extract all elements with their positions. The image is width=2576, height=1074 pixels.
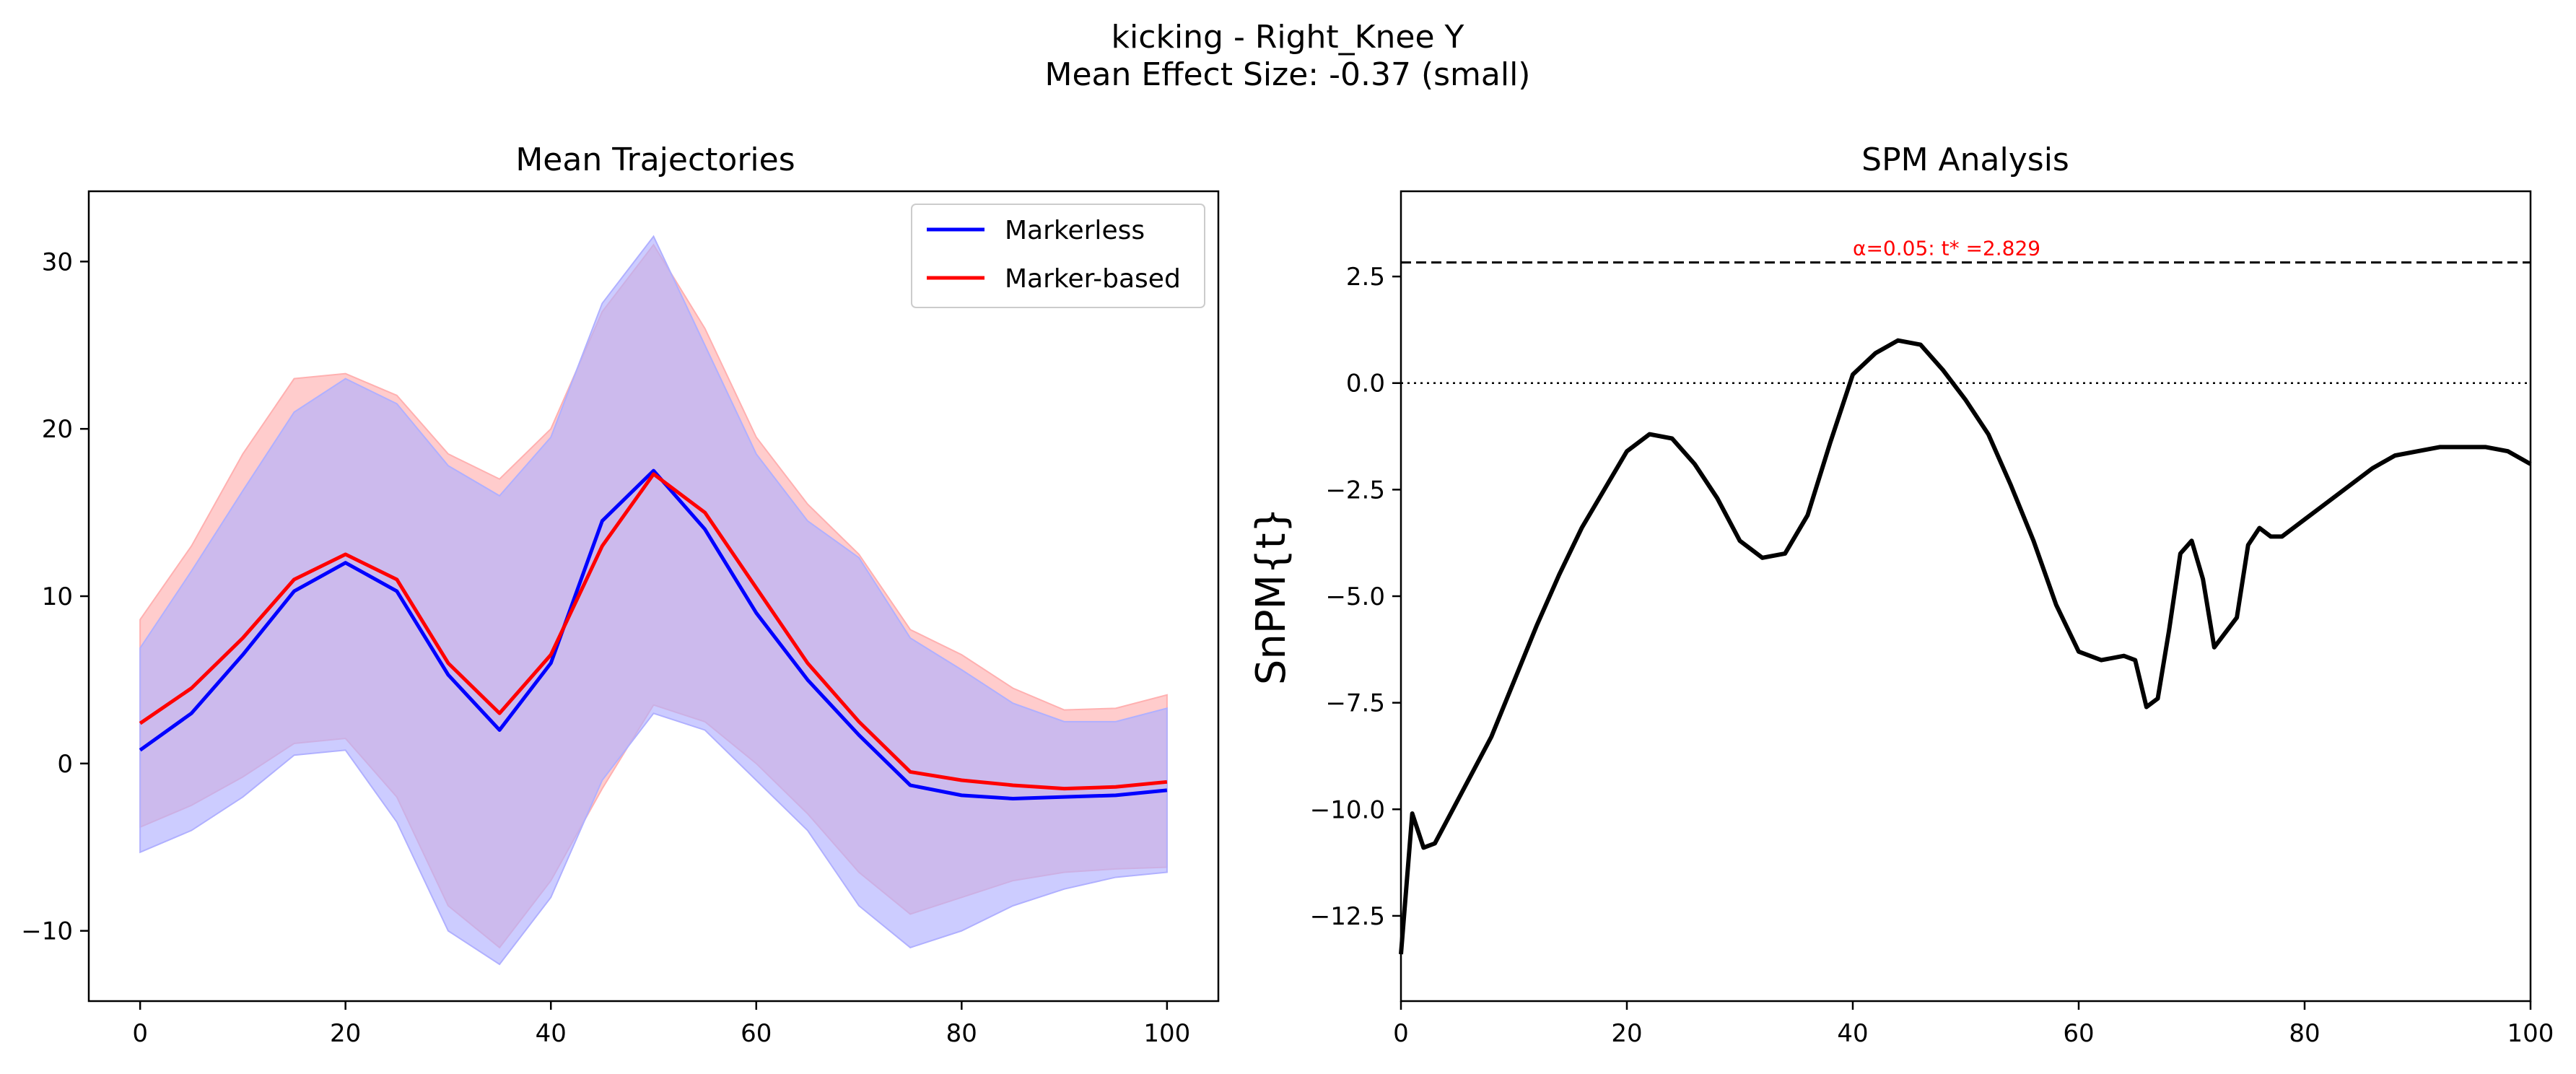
left-x-tick-label: 60 <box>741 1019 772 1048</box>
left-y-tick-label: −10 <box>21 917 73 946</box>
left-x-axis: 0 20 40 60 80 100 <box>132 1001 1190 1048</box>
left-y-tick-label: 30 <box>42 248 73 276</box>
left-series-lines <box>139 468 1168 800</box>
left-y-tick-label: 10 <box>42 582 73 611</box>
left-y-tick-label: 20 <box>42 415 73 444</box>
left-plot-title: Mean Trajectories <box>515 141 795 178</box>
legend-box <box>911 204 1205 308</box>
band-markerless <box>139 235 1168 966</box>
right-y-tick-label: −12.5 <box>1310 902 1385 931</box>
right-x-axis: 0 20 40 60 80 100 <box>1393 1001 2554 1048</box>
right-x-tick-label: 80 <box>2289 1019 2320 1048</box>
legend-label-marker-based: Marker-based <box>1005 264 1181 294</box>
right-y-tick-label: 0.0 <box>1346 370 1385 398</box>
spm-analysis-plot: SPM Analysis α=0.05: t* =2.829 0 20 40 60 80… <box>1248 141 2554 1048</box>
right-y-tick-label: −5.0 <box>1325 582 1385 611</box>
figure-title-line1: kicking - Right_Knee Y <box>1112 19 1464 56</box>
left-y-axis: −10 0 10 20 30 <box>21 248 89 946</box>
right-x-tick-label: 40 <box>1837 1019 1868 1048</box>
left-x-tick-label: 100 <box>1143 1019 1190 1048</box>
right-y-axis-label: SnPM{t} <box>1248 507 1295 685</box>
spm-line <box>1399 338 2532 955</box>
left-x-tick-label: 80 <box>946 1019 977 1048</box>
left-confidence-bands <box>139 235 1168 966</box>
mean-trajectories-plot: Mean Trajectories 0 20 40 60 80 100 −10 0 10 20 3… <box>21 141 1220 1048</box>
right-x-tick-label: 0 <box>1393 1019 1409 1048</box>
legend: Markerless Marker-based <box>911 204 1205 308</box>
right-plot-frame <box>1400 190 2532 1003</box>
right-y-axis: −12.5 −10.0 −7.5 −5.0 −2.5 0.0 2.5 <box>1310 263 1401 931</box>
right-x-tick-label: 60 <box>2063 1019 2094 1048</box>
right-y-tick-label: −7.5 <box>1325 689 1385 718</box>
right-x-tick-label: 20 <box>1611 1019 1642 1048</box>
threshold-label: α=0.05: t* =2.829 <box>1853 237 2040 261</box>
right-y-tick-label: 2.5 <box>1346 263 1385 292</box>
left-y-tick-label: 0 <box>57 750 73 779</box>
series-line-markerless <box>139 468 1168 800</box>
left-x-tick-label: 40 <box>536 1019 567 1048</box>
right-y-tick-label: −10.0 <box>1310 795 1385 824</box>
figure-title-line2: Mean Effect Size: -0.37 (small) <box>1045 56 1531 93</box>
spm-curve <box>1399 338 2532 955</box>
legend-label-markerless: Markerless <box>1005 216 1145 245</box>
right-plot-title: SPM Analysis <box>1861 141 2069 178</box>
right-y-tick-label: −2.5 <box>1325 476 1385 505</box>
left-x-tick-label: 0 <box>132 1019 148 1048</box>
right-x-tick-label: 100 <box>2507 1019 2554 1048</box>
left-x-tick-label: 20 <box>330 1019 361 1048</box>
series-line-marker-based <box>139 472 1168 791</box>
